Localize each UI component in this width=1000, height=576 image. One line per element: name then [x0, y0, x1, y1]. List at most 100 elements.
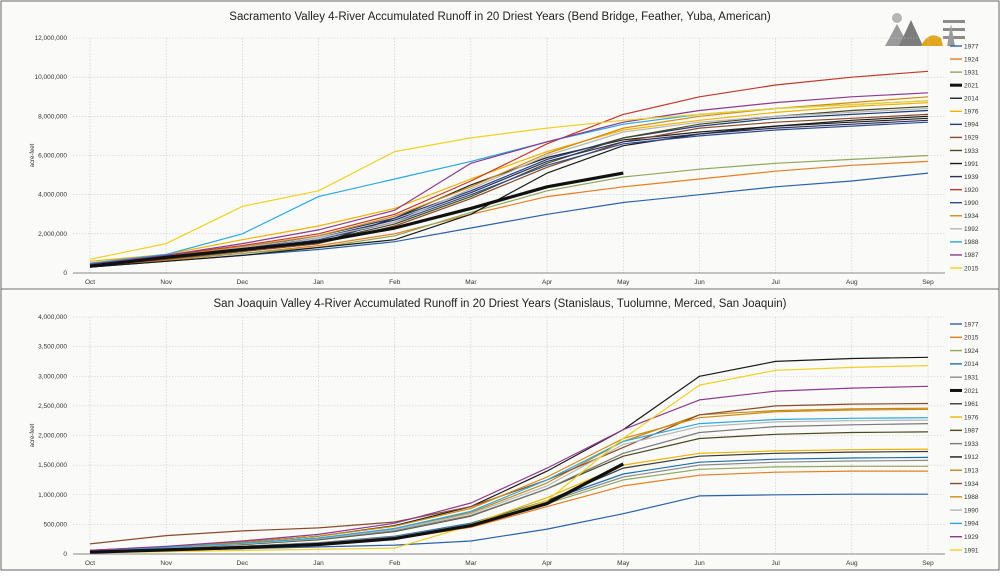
series-line-1939	[89, 119, 929, 266]
x-tick-label: Apr	[542, 560, 553, 567]
y-tick-label: 3,500,000	[38, 344, 67, 351]
x-tick-label: Oct	[85, 279, 95, 286]
legend-label: 1929	[964, 135, 979, 142]
series-line-1933	[89, 105, 929, 267]
legend-label: 1933	[964, 148, 979, 155]
series-line-1929	[89, 113, 929, 267]
legend-label: 1987	[964, 252, 979, 259]
legend-label: 1992	[964, 226, 979, 233]
x-tick-label: Jul	[771, 560, 780, 567]
y-tick-label: 4,000,000	[38, 314, 67, 321]
y-tick-label: 2,000,000	[38, 231, 67, 238]
series-line-1992	[89, 107, 929, 266]
legend-label: 2021	[964, 82, 979, 89]
legend-label: 1920	[964, 187, 979, 194]
x-tick-label: Sep	[922, 560, 934, 567]
legend-label: 1933	[964, 441, 979, 448]
y-tick-label: 2,500,000	[38, 403, 67, 410]
x-tick-label: Nov	[160, 279, 172, 286]
legend-label: 1939	[964, 174, 979, 181]
series-line-2014	[89, 117, 929, 266]
legend-label: 2015	[964, 335, 979, 342]
x-tick-label: Jan	[313, 560, 324, 567]
legend-label: 1977	[964, 321, 979, 328]
legend-label: 2014	[964, 361, 979, 368]
series-line-1912	[89, 356, 929, 551]
x-tick-label: Feb	[389, 560, 401, 567]
legend-label: 1990	[964, 507, 979, 514]
san-joaquin-chart: San Joaquin Valley 4-River Accumulated R…	[30, 298, 979, 567]
x-tick-label: May	[617, 560, 630, 567]
y-tick-label: 12,000,000	[34, 35, 67, 42]
series-line-1988	[89, 408, 929, 551]
legend-label: 2015	[964, 265, 979, 272]
x-tick-label: Mar	[465, 279, 477, 286]
series-line-1994	[89, 417, 929, 552]
chart-title: Sacramento Valley 4-River Accumulated Ru…	[229, 11, 771, 23]
series-line-1991	[89, 115, 929, 268]
legend-label: 1934	[964, 213, 979, 220]
legend-label: 1991	[964, 161, 979, 168]
y-tick-label: 6,000,000	[38, 153, 67, 160]
x-tick-label: Sep	[922, 279, 934, 286]
legend-label: 1988	[964, 494, 979, 501]
legend-label: 1987	[964, 428, 979, 435]
x-tick-label: Aug	[846, 279, 858, 286]
x-tick-label: Jul	[771, 279, 780, 286]
y-axis-label: acre-feet	[30, 143, 36, 167]
x-tick-label: Aug	[846, 560, 858, 567]
y-tick-label: 500,000	[44, 521, 68, 528]
legend-label: 2021	[964, 388, 979, 395]
y-tick-label: 1,500,000	[38, 462, 67, 469]
logo-icon	[885, 13, 965, 46]
legend-label: 1931	[964, 374, 979, 381]
legend-label: 1924	[964, 348, 979, 355]
legend-label: 1976	[964, 414, 979, 421]
y-tick-label: 10,000,000	[34, 74, 67, 81]
y-tick-label: 0	[63, 551, 67, 558]
x-tick-label: Jan	[313, 279, 324, 286]
legend-label: 1924	[964, 56, 979, 63]
x-tick-label: Jun	[694, 279, 705, 286]
legend-label: 1961	[964, 401, 979, 408]
series-line-2021	[89, 171, 624, 268]
legend-label: 1929	[964, 534, 979, 541]
legend-label: 1988	[964, 239, 979, 246]
legend-label: 2014	[964, 96, 979, 103]
sacramento-chart: Sacramento Valley 4-River Accumulated Ru…	[30, 11, 979, 286]
series-line-1920	[89, 70, 929, 264]
x-tick-label: Oct	[85, 560, 95, 567]
y-tick-label: 4,000,000	[38, 192, 67, 199]
legend-label: 1994	[964, 122, 979, 129]
legend-label: 1913	[964, 468, 979, 475]
legend-label: 1912	[964, 454, 979, 461]
legend-label: 1994	[964, 521, 979, 528]
series-line-1913	[89, 407, 929, 551]
x-tick-label: Dec	[237, 279, 249, 286]
y-axis-label: acre-feet	[30, 423, 36, 447]
series-line-1934	[89, 402, 929, 545]
y-tick-label: 1,000,000	[38, 492, 67, 499]
x-tick-label: Mar	[465, 560, 477, 567]
x-tick-label: Apr	[542, 279, 553, 286]
series-line-1931	[89, 459, 929, 552]
y-tick-label: 2,000,000	[38, 433, 67, 440]
x-tick-label: Jun	[694, 560, 705, 567]
series-line-1931	[89, 154, 929, 266]
legend-label: 1990	[964, 200, 979, 207]
legend-label: 1991	[964, 547, 979, 554]
legend-label: 1934	[964, 481, 979, 488]
series-line-1933	[89, 423, 929, 551]
y-tick-label: 0	[63, 270, 67, 277]
legend-label: 1977	[964, 43, 979, 50]
legend-label: 1931	[964, 69, 979, 76]
y-tick-label: 3,000,000	[38, 373, 67, 380]
legend-label: 1976	[964, 109, 979, 116]
series-line-1929	[89, 385, 929, 551]
x-tick-label: May	[617, 279, 630, 286]
series-line-2015	[89, 100, 929, 260]
y-tick-label: 8,000,000	[38, 113, 67, 120]
